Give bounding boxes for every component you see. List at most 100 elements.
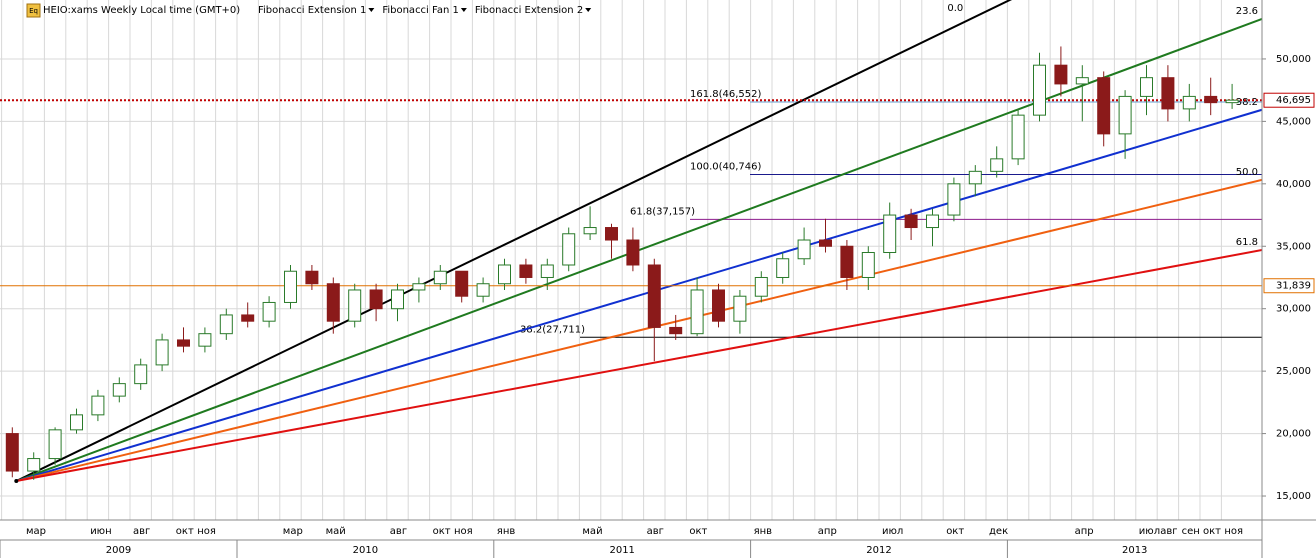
x-tick-label: ноя [197, 526, 216, 537]
year-label: 2011 [609, 545, 634, 556]
candle-body [134, 364, 148, 385]
x-tick-label: янв [754, 526, 773, 537]
x-tick-label: авг [647, 526, 664, 537]
fan-label: 23.6 [1236, 6, 1258, 17]
candle-body [326, 283, 340, 322]
price-label: 31,839 [1276, 281, 1311, 292]
axes: 15,000 20,000 25,000 30,000 35,000 40,000 45,0… [0, 54, 1315, 558]
chart-title: HEIO:xams Weekly Local time (GMT+0) [43, 5, 240, 16]
candle-body [70, 414, 83, 431]
price-label-box [1263, 278, 1315, 294]
candle-body [562, 233, 576, 266]
year-label: 2009 [106, 545, 131, 556]
x-tick-label: ноя [1224, 526, 1243, 537]
candle-body [455, 270, 469, 297]
dropdown-arrow[interactable] [368, 8, 375, 12]
candle-body [1204, 95, 1218, 104]
x-tick-label: июл [1139, 526, 1160, 537]
x-tick-label: дек [989, 526, 1008, 537]
candle-body [112, 383, 126, 397]
candle-body [819, 239, 832, 247]
year-label: 2012 [866, 545, 891, 556]
candle-body [198, 333, 212, 347]
candle-body [947, 183, 961, 216]
fan-line [16, 108, 1262, 482]
icon-text: Eq [29, 7, 38, 15]
y-tick-label: 35,000 [1276, 241, 1311, 252]
dropdown-arrow[interactable] [460, 8, 467, 12]
candle-body [968, 170, 982, 185]
candle-body [305, 270, 319, 285]
candle-body [990, 158, 1004, 172]
fan-line [15, 0, 1013, 482]
candle-body [498, 264, 511, 285]
candle-body [219, 314, 233, 335]
candle-body [1161, 77, 1175, 110]
candle-body [754, 276, 768, 297]
x-tick-label: май [326, 526, 346, 537]
x-tick-label: окт [1203, 526, 1221, 537]
candle-body [1182, 95, 1196, 110]
indicator-label[interactable]: Fibonacci Extension 2 [475, 5, 583, 16]
candle-body [1033, 64, 1046, 116]
y-tick-label: 50,000 [1276, 54, 1311, 65]
candle-body [5, 433, 19, 472]
candle-body [540, 264, 554, 278]
candle-body [904, 214, 918, 229]
candle-body [519, 264, 533, 278]
candle-body [690, 289, 704, 335]
dropdown-arrow[interactable] [585, 8, 592, 12]
y-tick-label: 15,000 [1276, 491, 1311, 502]
year-label: 2013 [1122, 545, 1147, 556]
candle-body [926, 214, 939, 229]
candle-body [1225, 99, 1239, 104]
x-tick-label: сен [1182, 526, 1200, 537]
y-tick-label: 45,000 [1276, 116, 1311, 127]
indicator-list[interactable]: Fibonacci Extension 1 Fibonacci Fan 1 Fibo… [258, 5, 592, 16]
fan-line [16, 249, 1262, 483]
candle-body [626, 239, 640, 266]
candle-body [1140, 77, 1153, 97]
x-tick-label: май [582, 526, 602, 537]
candle-body [1118, 95, 1132, 135]
x-tick-label: ноя [454, 526, 473, 537]
x-tick-label: окт [946, 526, 964, 537]
candle-body [840, 245, 854, 278]
fib-level-label: 38.2(27,711) [520, 324, 585, 335]
x-tick-label: янв [497, 526, 516, 537]
fan-label: 50.0 [1236, 167, 1258, 178]
candle-body [583, 227, 597, 235]
indicator-label[interactable]: Fibonacci Fan 1 [382, 5, 459, 16]
candle-body [369, 289, 383, 310]
candle-body [669, 326, 683, 335]
candle-body [712, 289, 725, 322]
fan-line [16, 178, 1262, 483]
candle-body [1054, 64, 1068, 85]
candle-body [1011, 114, 1025, 160]
candle-body [27, 458, 41, 472]
x-tick-label: окт [176, 526, 194, 537]
indicator-label[interactable]: Fibonacci Extension 1 [258, 5, 366, 16]
y-tick-label: 40,000 [1276, 179, 1311, 190]
fan-origin [14, 479, 19, 484]
candle-body [1075, 77, 1089, 85]
candle-body [262, 301, 276, 322]
x-tick-label: мар [283, 526, 303, 537]
x-tick-label: окт [689, 526, 707, 537]
x-tick-label: окт [433, 526, 451, 537]
x-tick-label: авг [133, 526, 150, 537]
fan-label: 38.2 [1236, 97, 1258, 108]
candle-body [883, 214, 897, 254]
plot-area: 161.8(46,552) 100.0(40,746) 61.8(37,157) 38… [0, 0, 1262, 484]
candle-body [91, 395, 105, 416]
candle-body [476, 283, 490, 297]
price-label-box [1263, 92, 1315, 108]
price-label: 46,695 [1276, 95, 1311, 106]
candle-body [412, 283, 426, 291]
candle-body [241, 314, 255, 322]
candle-body [177, 339, 190, 347]
icon [26, 3, 41, 18]
x-tick-label: апр [818, 526, 837, 537]
x-tick-label: июл [882, 526, 903, 537]
